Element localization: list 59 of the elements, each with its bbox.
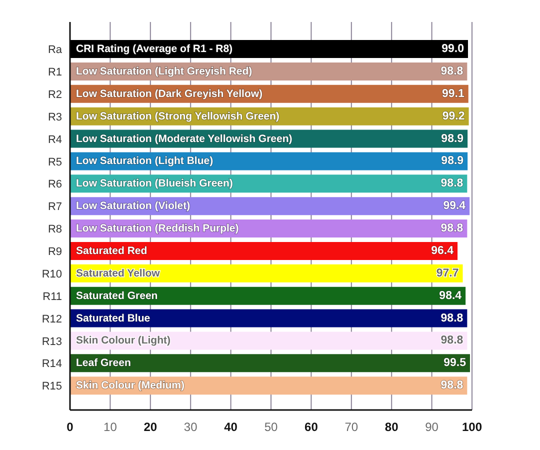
data-label: 98.8 (440, 334, 464, 347)
y-tick-label: R9 (48, 246, 62, 258)
data-label: 98.8 (440, 65, 464, 78)
y-tick-label: R5 (48, 156, 62, 168)
data-label: 98.4 (439, 290, 462, 302)
x-tick-label: 70 (344, 420, 358, 434)
y-tick-label: R11 (42, 290, 62, 303)
annotation: Leaf Green (76, 357, 131, 370)
annotation: Skin Colour (Medium) (76, 380, 184, 392)
y-tick-label: R12 (42, 313, 62, 326)
x-tick-label: 50 (264, 420, 278, 434)
y-tick-label: R2 (48, 89, 62, 101)
data-label: 99.2 (442, 110, 465, 122)
annotation: Saturated Blue (76, 312, 150, 324)
data-label: 98.9 (441, 155, 464, 168)
x-tick-label: 100 (462, 420, 482, 434)
y-tick-label: R1 (48, 66, 62, 79)
y-tick-label: R14 (42, 358, 62, 370)
data-label: 98.9 (441, 132, 464, 145)
x-tick-label: 40 (224, 420, 238, 434)
annotation: Low Saturation (Light Blue) (76, 155, 214, 168)
y-tick-label: R4 (48, 134, 62, 146)
data-label: 99.1 (442, 88, 465, 100)
x-tick-label: 0 (66, 420, 74, 434)
y-tick-label: R7 (48, 201, 62, 214)
x-tick-label: 20 (144, 420, 158, 434)
annotation: Saturated Green (76, 290, 158, 302)
annotation: Saturated Yellow (76, 267, 161, 280)
annotation: CRI Rating (Average of R1 - R8) (76, 43, 233, 56)
x-tick-label: 10 (104, 420, 118, 434)
annotation: Low Saturation (Dark Greyish Yellow) (76, 88, 263, 100)
annotation: Low Saturation (Strong Yellowish Green) (76, 110, 280, 122)
data-label: 98.8 (440, 380, 464, 392)
y-tick-label: Ra (48, 44, 63, 56)
data-label: 99.4 (443, 200, 466, 212)
annotation: Saturated Red (76, 244, 148, 257)
annotation: Low Saturation (Light Greyish Red) (76, 65, 252, 78)
data-label: 99.0 (442, 43, 464, 56)
y-tick-label: R8 (48, 224, 62, 236)
data-label: 97.7 (436, 267, 459, 280)
x-tick-label: 80 (384, 420, 399, 434)
data-label: 99.5 (444, 357, 467, 370)
annotation: Low Saturation (Blueish Green) (76, 178, 233, 190)
annotation: Skin Colour (Light) (76, 334, 170, 347)
annotation: Low Saturation (Violet) (76, 200, 190, 212)
y-tick-label: R6 (48, 178, 62, 191)
annotation: Low Saturation (Moderate Yellowish Green) (76, 132, 292, 145)
x-tick-label: 30 (184, 420, 198, 434)
y-tick-label: R13 (42, 336, 62, 348)
y-tick-label: R3 (48, 111, 62, 124)
x-tick-label: 60 (304, 420, 318, 434)
annotation: Low Saturation (Reddish Purple) (76, 222, 239, 235)
data-label: 96.4 (431, 244, 454, 257)
data-label: 98.8 (440, 222, 464, 235)
data-label: 98.8 (440, 312, 464, 324)
data-label: 98.8 (440, 178, 464, 190)
y-tick-label: R10 (42, 268, 62, 280)
x-tick-label: 90 (425, 420, 439, 434)
y-tick-label: R15 (42, 380, 62, 393)
